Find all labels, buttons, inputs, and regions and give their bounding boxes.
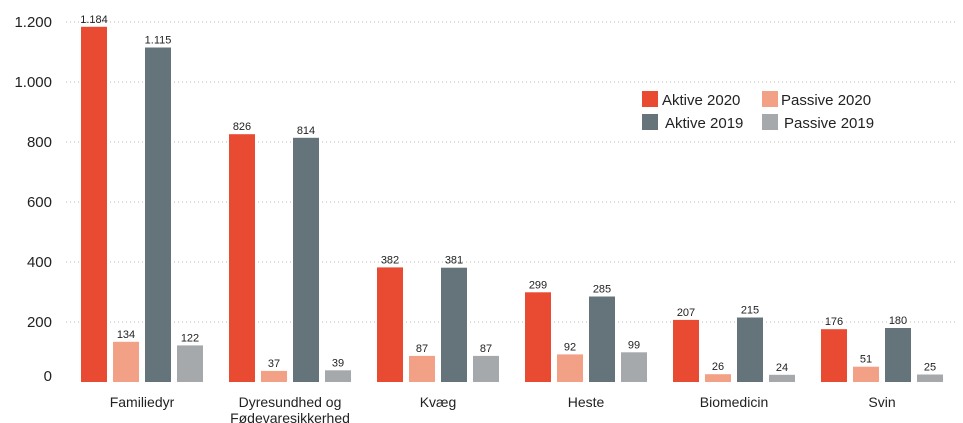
bar	[673, 319, 699, 382]
grid-layer	[66, 21, 955, 323]
bar	[377, 267, 403, 382]
bar-value-label: 826	[233, 121, 251, 133]
value-labels: 1.184 134 1.115 122 826 37 814 39 382 87 381 87 299 9…	[80, 14, 936, 374]
bar-value-label: 25	[924, 362, 936, 374]
bar-value-label: 176	[825, 316, 843, 328]
category-label: Kvæg	[420, 394, 457, 410]
bar-value-label: 87	[480, 343, 492, 355]
bar	[917, 374, 943, 382]
y-tick-label: 0	[44, 368, 52, 385]
bar-value-label: 99	[628, 339, 640, 351]
bar-value-label: 180	[889, 315, 907, 327]
bar-value-label: 37	[268, 358, 280, 370]
bar	[261, 370, 287, 382]
bar	[113, 341, 139, 382]
legend-swatch	[642, 114, 658, 130]
y-tick-label: 200	[27, 314, 52, 331]
category-label: Svin	[868, 394, 895, 410]
bar	[705, 374, 731, 382]
bar-value-label: 215	[741, 305, 759, 317]
bar	[769, 374, 795, 382]
bar-value-label: 26	[712, 361, 724, 373]
bar	[853, 366, 879, 382]
y-axis-ticks: 0 200 400 600 800 1.000 1.200	[14, 14, 52, 385]
legend-label: Passive 2019	[784, 115, 874, 132]
category-labels: Familiedyr Dyresundhed og Fødevaresikkerhe…	[110, 394, 896, 423]
bar-value-label: 134	[117, 329, 135, 341]
bar-value-label: 381	[445, 255, 463, 267]
bar-value-label: 382	[381, 254, 399, 266]
legend-swatch	[762, 114, 778, 130]
bar	[441, 267, 467, 382]
bar	[325, 370, 351, 382]
category-label: Dyresundhed og Fødevaresikkerhed	[230, 394, 350, 423]
bar	[525, 292, 551, 382]
bar-value-label: 87	[416, 343, 428, 355]
bar-value-label: 122	[181, 332, 199, 344]
y-tick-label: 1.200	[14, 14, 52, 31]
bar	[621, 352, 647, 382]
y-tick-label: 800	[27, 134, 52, 151]
bar	[473, 355, 499, 382]
bar-value-label: 1.184	[80, 14, 108, 26]
bar	[81, 26, 107, 383]
category-label: Familiedyr	[110, 394, 175, 410]
bar	[557, 354, 583, 382]
legend: Aktive 2020 Passive 2020 Aktive 2019 Passiv…	[642, 91, 874, 132]
bar-value-label: 51	[860, 354, 872, 366]
bar	[293, 137, 319, 382]
bar-value-label: 285	[593, 284, 611, 296]
bar-value-label: 1.115	[145, 35, 172, 47]
bar-value-label: 814	[297, 125, 315, 137]
bar	[177, 345, 203, 382]
bar	[821, 329, 847, 382]
y-tick-label: 1.000	[14, 74, 52, 91]
bars	[81, 26, 943, 383]
bar	[589, 296, 615, 382]
bar-value-label: 207	[677, 307, 695, 319]
y-tick-label: 600	[27, 194, 52, 211]
legend-label: Aktive 2019	[665, 115, 743, 132]
bar	[145, 47, 171, 382]
legend-swatch	[762, 91, 778, 107]
bar-value-label: 24	[776, 362, 788, 374]
legend-label: Passive 2020	[781, 92, 871, 109]
bar-value-label: 92	[564, 341, 576, 353]
legend-swatch	[642, 91, 658, 107]
bar-value-label: 299	[529, 279, 547, 291]
bar	[229, 134, 255, 382]
legend-label: Aktive 2020	[662, 92, 740, 109]
category-label: Biomedicin	[700, 394, 768, 410]
bar-value-label: 39	[332, 357, 344, 369]
bar	[885, 328, 911, 382]
bar	[737, 317, 763, 382]
category-label: Heste	[568, 394, 605, 410]
bar	[409, 355, 435, 382]
y-tick-label: 400	[27, 254, 52, 271]
